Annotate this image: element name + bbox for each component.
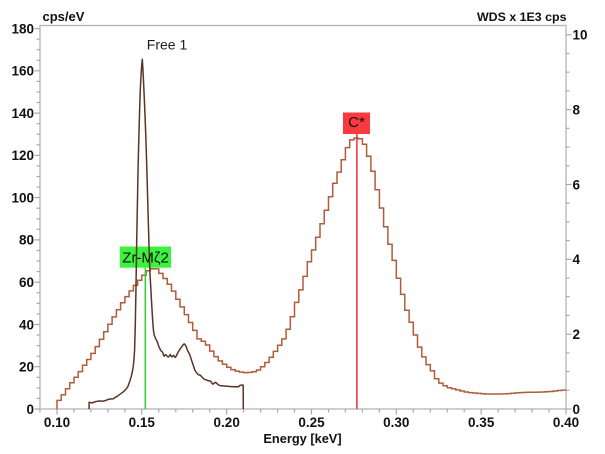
svg-text:0.30: 0.30 xyxy=(383,415,409,430)
svg-text:4: 4 xyxy=(573,252,581,267)
svg-text:40: 40 xyxy=(19,317,34,332)
svg-text:80: 80 xyxy=(19,233,34,248)
svg-text:0.10: 0.10 xyxy=(44,415,70,430)
svg-text:0.40: 0.40 xyxy=(553,415,579,430)
svg-text:100: 100 xyxy=(11,190,34,205)
svg-text:20: 20 xyxy=(19,360,34,375)
svg-text:Energy [keV]: Energy [keV] xyxy=(263,431,341,446)
svg-text:0: 0 xyxy=(26,402,34,417)
svg-text:120: 120 xyxy=(11,148,34,163)
svg-text:0.20: 0.20 xyxy=(214,415,240,430)
svg-text:8: 8 xyxy=(573,102,581,117)
svg-text:WDS x 1E3 cps: WDS x 1E3 cps xyxy=(477,10,567,24)
svg-text:6: 6 xyxy=(573,177,581,192)
svg-text:Free 1: Free 1 xyxy=(147,37,188,53)
svg-text:2: 2 xyxy=(573,327,581,342)
svg-text:0.35: 0.35 xyxy=(468,415,495,430)
svg-text:140: 140 xyxy=(11,106,34,121)
svg-text:Zr-Mζ2: Zr-Mζ2 xyxy=(122,250,169,267)
svg-text:180: 180 xyxy=(11,21,34,36)
svg-text:160: 160 xyxy=(11,64,34,79)
svg-text:cps/eV: cps/eV xyxy=(43,9,85,24)
svg-text:10: 10 xyxy=(573,28,588,43)
svg-text:0: 0 xyxy=(573,402,581,417)
svg-text:60: 60 xyxy=(19,275,34,290)
svg-text:0.15: 0.15 xyxy=(129,415,156,430)
svg-text:0.25: 0.25 xyxy=(298,415,325,430)
svg-text:C*: C* xyxy=(348,114,365,131)
